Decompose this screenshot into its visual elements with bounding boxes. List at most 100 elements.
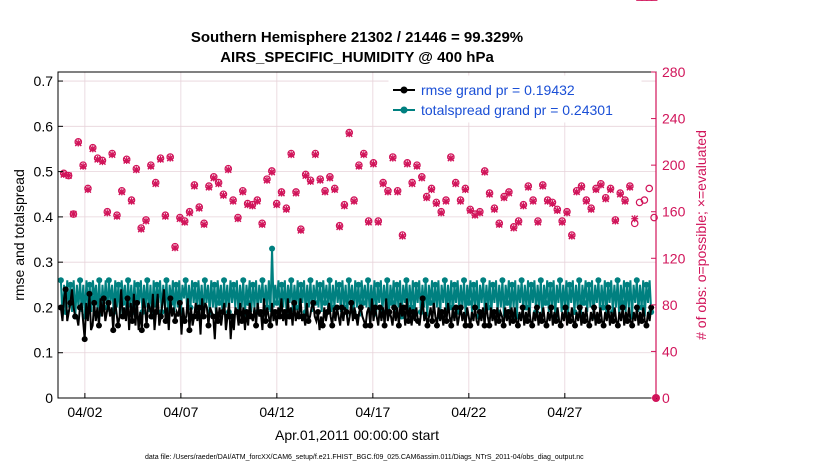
point-rmse [95, 322, 102, 329]
point-totalspread [182, 277, 189, 284]
point-rmse [419, 295, 426, 302]
point-totalspread [153, 281, 160, 288]
obs-evaluated-marker [602, 195, 610, 203]
obs-evaluated-marker [229, 197, 237, 205]
point-rmse [648, 304, 655, 311]
point-totalspread [537, 277, 544, 284]
obs-evaluated-marker [336, 223, 344, 231]
x-tick-label: 04/22 [451, 404, 486, 420]
chart-title: Southern Hemisphere 21302 / 21446 = 99.3… [191, 29, 523, 46]
point-rmse [619, 304, 626, 311]
point-rmse [629, 322, 636, 329]
point-totalspread [504, 299, 511, 306]
point-rmse [224, 313, 231, 320]
point-totalspread [91, 295, 98, 302]
point-rmse [614, 322, 621, 329]
point-rmse [643, 322, 650, 329]
point-rmse [424, 322, 431, 329]
point-rmse [200, 313, 207, 320]
legend-spread-marker [400, 106, 408, 114]
obs-evaluated-marker [190, 182, 198, 190]
point-totalspread [614, 277, 621, 284]
obs-evaluated-marker [350, 197, 358, 205]
obs-evaluated-marker [205, 183, 213, 191]
obs-evaluated-marker [490, 205, 498, 213]
point-totalspread [451, 281, 458, 288]
obs-evaluated-marker [166, 154, 174, 162]
y-tick-label: 0 [45, 390, 53, 406]
point-rmse [205, 322, 212, 329]
point-rmse [433, 322, 440, 329]
point-totalspread [216, 299, 223, 306]
obs-evaluated-marker [137, 225, 145, 233]
point-totalspread [470, 281, 477, 288]
obs-evaluated-marker [418, 174, 426, 182]
obs-evaluated-marker [321, 188, 329, 196]
obs-evaluated-marker [553, 207, 561, 215]
point-totalspread [321, 299, 328, 306]
obs-possible-marker [650, 213, 658, 222]
point-rmse [214, 318, 221, 325]
x-tick-label: 04/02 [67, 404, 102, 420]
point-rmse [591, 304, 598, 311]
point-rmse [272, 308, 279, 315]
point-rmse [157, 313, 164, 320]
obs-evaluated-marker [607, 186, 615, 194]
obs-evaluated-marker [345, 130, 353, 138]
point-rmse [529, 322, 536, 329]
point-rmse [367, 322, 374, 329]
obs-evaluated-marker [563, 209, 571, 217]
obs-evaluated-marker [524, 183, 532, 191]
obs-evaluated-marker [108, 151, 116, 159]
series-lines [57, 245, 655, 343]
obs-evaluated-marker [297, 226, 305, 234]
obs-evaluated-marker [210, 174, 218, 182]
obs-evaluated-marker [442, 197, 450, 205]
obs-evaluated-marker [142, 217, 150, 225]
point-rmse [400, 304, 407, 311]
point-rmse [129, 318, 136, 325]
obs-evaluated-marker [311, 151, 319, 159]
point-totalspread [249, 281, 256, 288]
obs-evaluated-marker [84, 186, 92, 194]
point-rmse [624, 318, 631, 325]
obs-evaluated-marker [413, 162, 421, 170]
series-line-totalspread [59, 248, 653, 317]
point-totalspread [422, 277, 429, 284]
obs-evaluated-marker [577, 183, 585, 191]
point-rmse [543, 322, 550, 329]
point-rmse [429, 318, 436, 325]
point-rmse [443, 318, 450, 325]
point-totalspread [461, 277, 468, 284]
point-rmse [438, 308, 445, 315]
x-tick-label: 04/27 [547, 404, 582, 420]
obs-evaluated-marker [360, 151, 368, 159]
point-rmse [605, 304, 612, 311]
point-rmse [448, 322, 455, 329]
point-rmse [391, 304, 398, 311]
point-totalspread [67, 281, 74, 288]
point-totalspread [542, 299, 549, 306]
point-totalspread [125, 277, 132, 284]
obs-evaluated-marker [505, 189, 513, 197]
obs-evaluated-marker [379, 180, 387, 188]
obs-evaluated-marker [132, 166, 140, 174]
legend-rmse-marker [400, 86, 408, 94]
point-rmse [600, 322, 607, 329]
point-rmse [186, 327, 193, 334]
obs-evaluated-marker [384, 188, 392, 196]
obs-evaluated-marker [428, 186, 436, 194]
point-totalspread [605, 281, 612, 288]
y-right-tick-label: 160 [662, 204, 686, 220]
point-rmse [319, 322, 326, 329]
obs-evaluated-marker [621, 197, 629, 205]
series-rmse [57, 286, 655, 343]
chart-subtitle: AIRS_SPECIFIC_HUMIDITY @ 400 hPa [220, 49, 494, 66]
obs-evaluated-marker [103, 209, 111, 217]
obs-evaluated-marker [534, 218, 542, 226]
point-totalspread [595, 277, 602, 284]
obs-evaluated-marker [495, 221, 503, 229]
point-rmse [457, 304, 464, 311]
point-rmse [300, 313, 307, 320]
point-totalspread [509, 281, 516, 288]
